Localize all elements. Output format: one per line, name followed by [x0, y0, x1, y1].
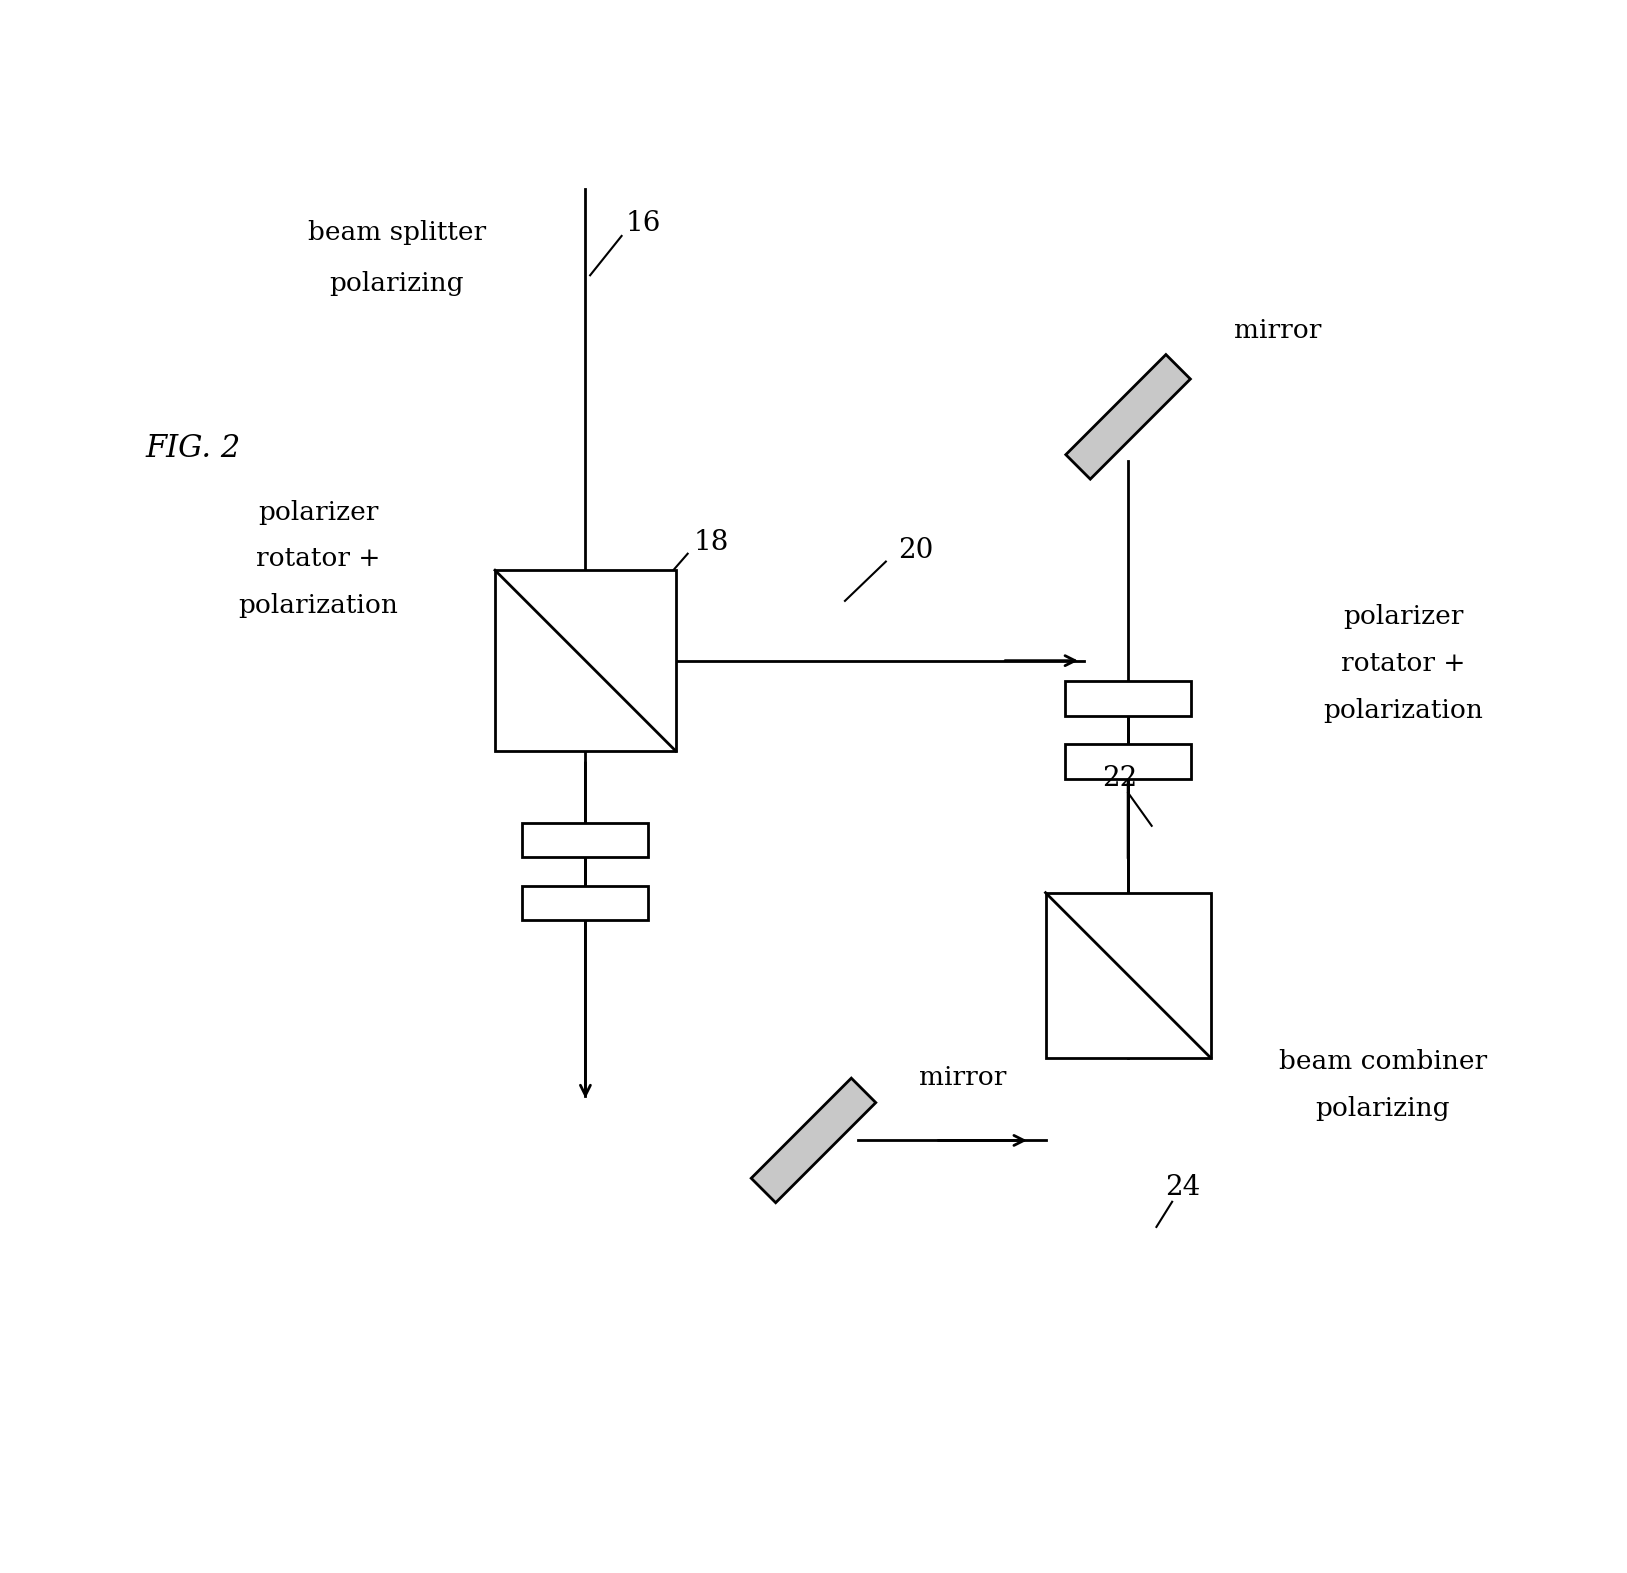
Text: 22: 22: [1103, 764, 1137, 793]
Bar: [1046, 893, 1210, 1057]
Text: beam combiner: beam combiner: [1279, 1049, 1487, 1074]
Text: polarizer: polarizer: [1344, 604, 1464, 629]
Text: mirror: mirror: [919, 1065, 1007, 1090]
Text: FIG. 2: FIG. 2: [145, 433, 241, 464]
Text: polarizing: polarizing: [1316, 1096, 1450, 1122]
Text: polarization: polarization: [238, 593, 399, 618]
Bar: [1066, 681, 1191, 716]
Text: polarizer: polarizer: [257, 500, 377, 525]
Bar: [495, 571, 675, 752]
Text: polarization: polarization: [1323, 698, 1484, 724]
Text: mirror: mirror: [1233, 318, 1321, 343]
Text: 18: 18: [693, 529, 729, 557]
Polygon shape: [1066, 354, 1191, 480]
Text: 16: 16: [626, 209, 661, 238]
Bar: [522, 886, 648, 920]
Polygon shape: [752, 1078, 875, 1203]
Text: beam splitter: beam splitter: [308, 220, 486, 245]
Text: 20: 20: [898, 536, 934, 565]
Text: rotator +: rotator +: [255, 546, 381, 571]
Text: polarizing: polarizing: [329, 271, 464, 296]
Bar: [522, 823, 648, 857]
Text: 24: 24: [1165, 1173, 1201, 1202]
Text: rotator +: rotator +: [1341, 651, 1466, 676]
Bar: [1066, 744, 1191, 779]
